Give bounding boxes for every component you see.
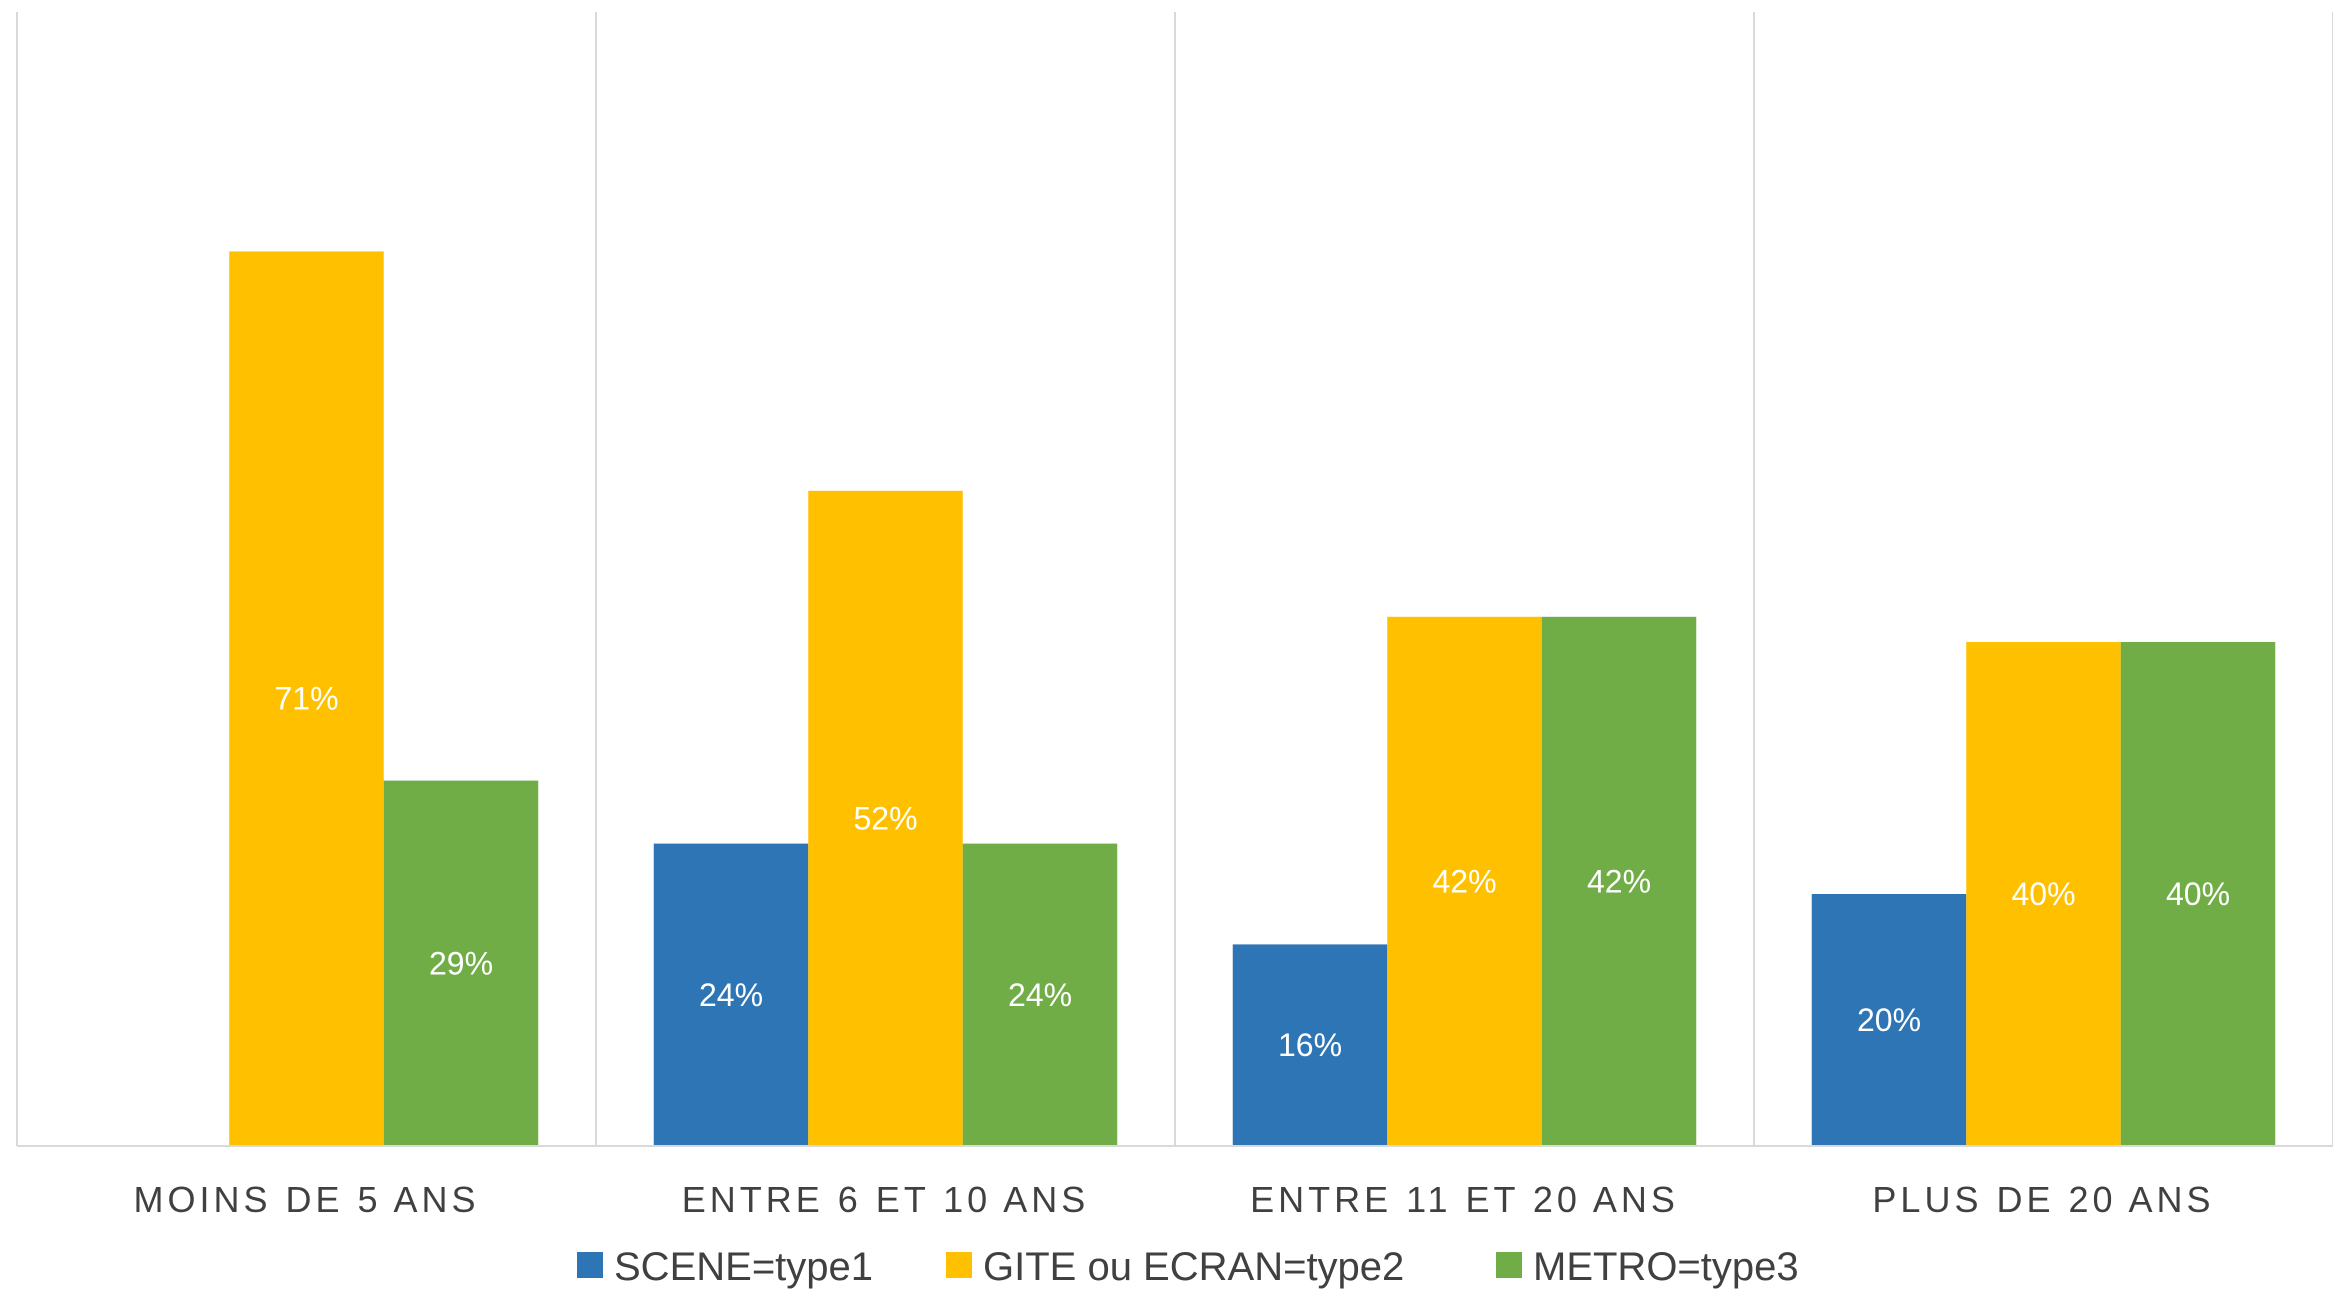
category-label: PLUS DE 20 ANS [1872,1179,2214,1220]
category-label: ENTRE 11 ET 20 ANS [1250,1179,1679,1220]
bar [1811,894,1967,1146]
data-label: 16% [1278,1027,1342,1063]
data-label: 52% [853,800,917,836]
data-label: 24% [1008,977,1072,1013]
category-label: ENTRE 6 ET 10 ANS [682,1179,1089,1220]
data-label: 40% [2011,876,2075,912]
bar [1541,616,1697,1146]
legend-swatch [1496,1252,1522,1278]
category-labels: MOINS DE 5 ANS ENTRE 6 ET 10 ANS ENTRE 11 … [133,1179,2214,1220]
category-separators [16,12,2333,1146]
category-label: MOINS DE 5 ANS [133,1179,479,1220]
bar [1232,944,1388,1146]
data-label: 40% [2166,876,2230,912]
bar [229,251,384,1146]
legend: SCENE=type1 GITE ou ECRAN=type2 METRO=type… [577,1245,1799,1289]
bars [229,251,2276,1146]
data-labels: 71% 29% 24% 52% 24% 16% 42% 42% 20% 40% 40% [274,681,2230,1063]
bar [383,780,539,1146]
data-label: 29% [429,945,493,981]
legend-label: GITE ou ECRAN=type2 [983,1245,1404,1289]
bar [2120,642,2276,1146]
bar [1387,616,1542,1146]
legend-swatch [577,1252,603,1278]
bar [1966,642,2121,1146]
data-label: 71% [274,681,338,717]
legend-swatch [946,1252,972,1278]
data-label: 42% [1432,863,1496,899]
legend-label: SCENE=type1 [614,1245,873,1289]
data-label: 20% [1857,1002,1921,1038]
legend-label: METRO=type3 [1533,1245,1799,1289]
bar [962,843,1118,1146]
bar [808,490,963,1146]
data-label: 42% [1587,863,1651,899]
bar [653,843,809,1146]
data-label: 24% [699,977,763,1013]
